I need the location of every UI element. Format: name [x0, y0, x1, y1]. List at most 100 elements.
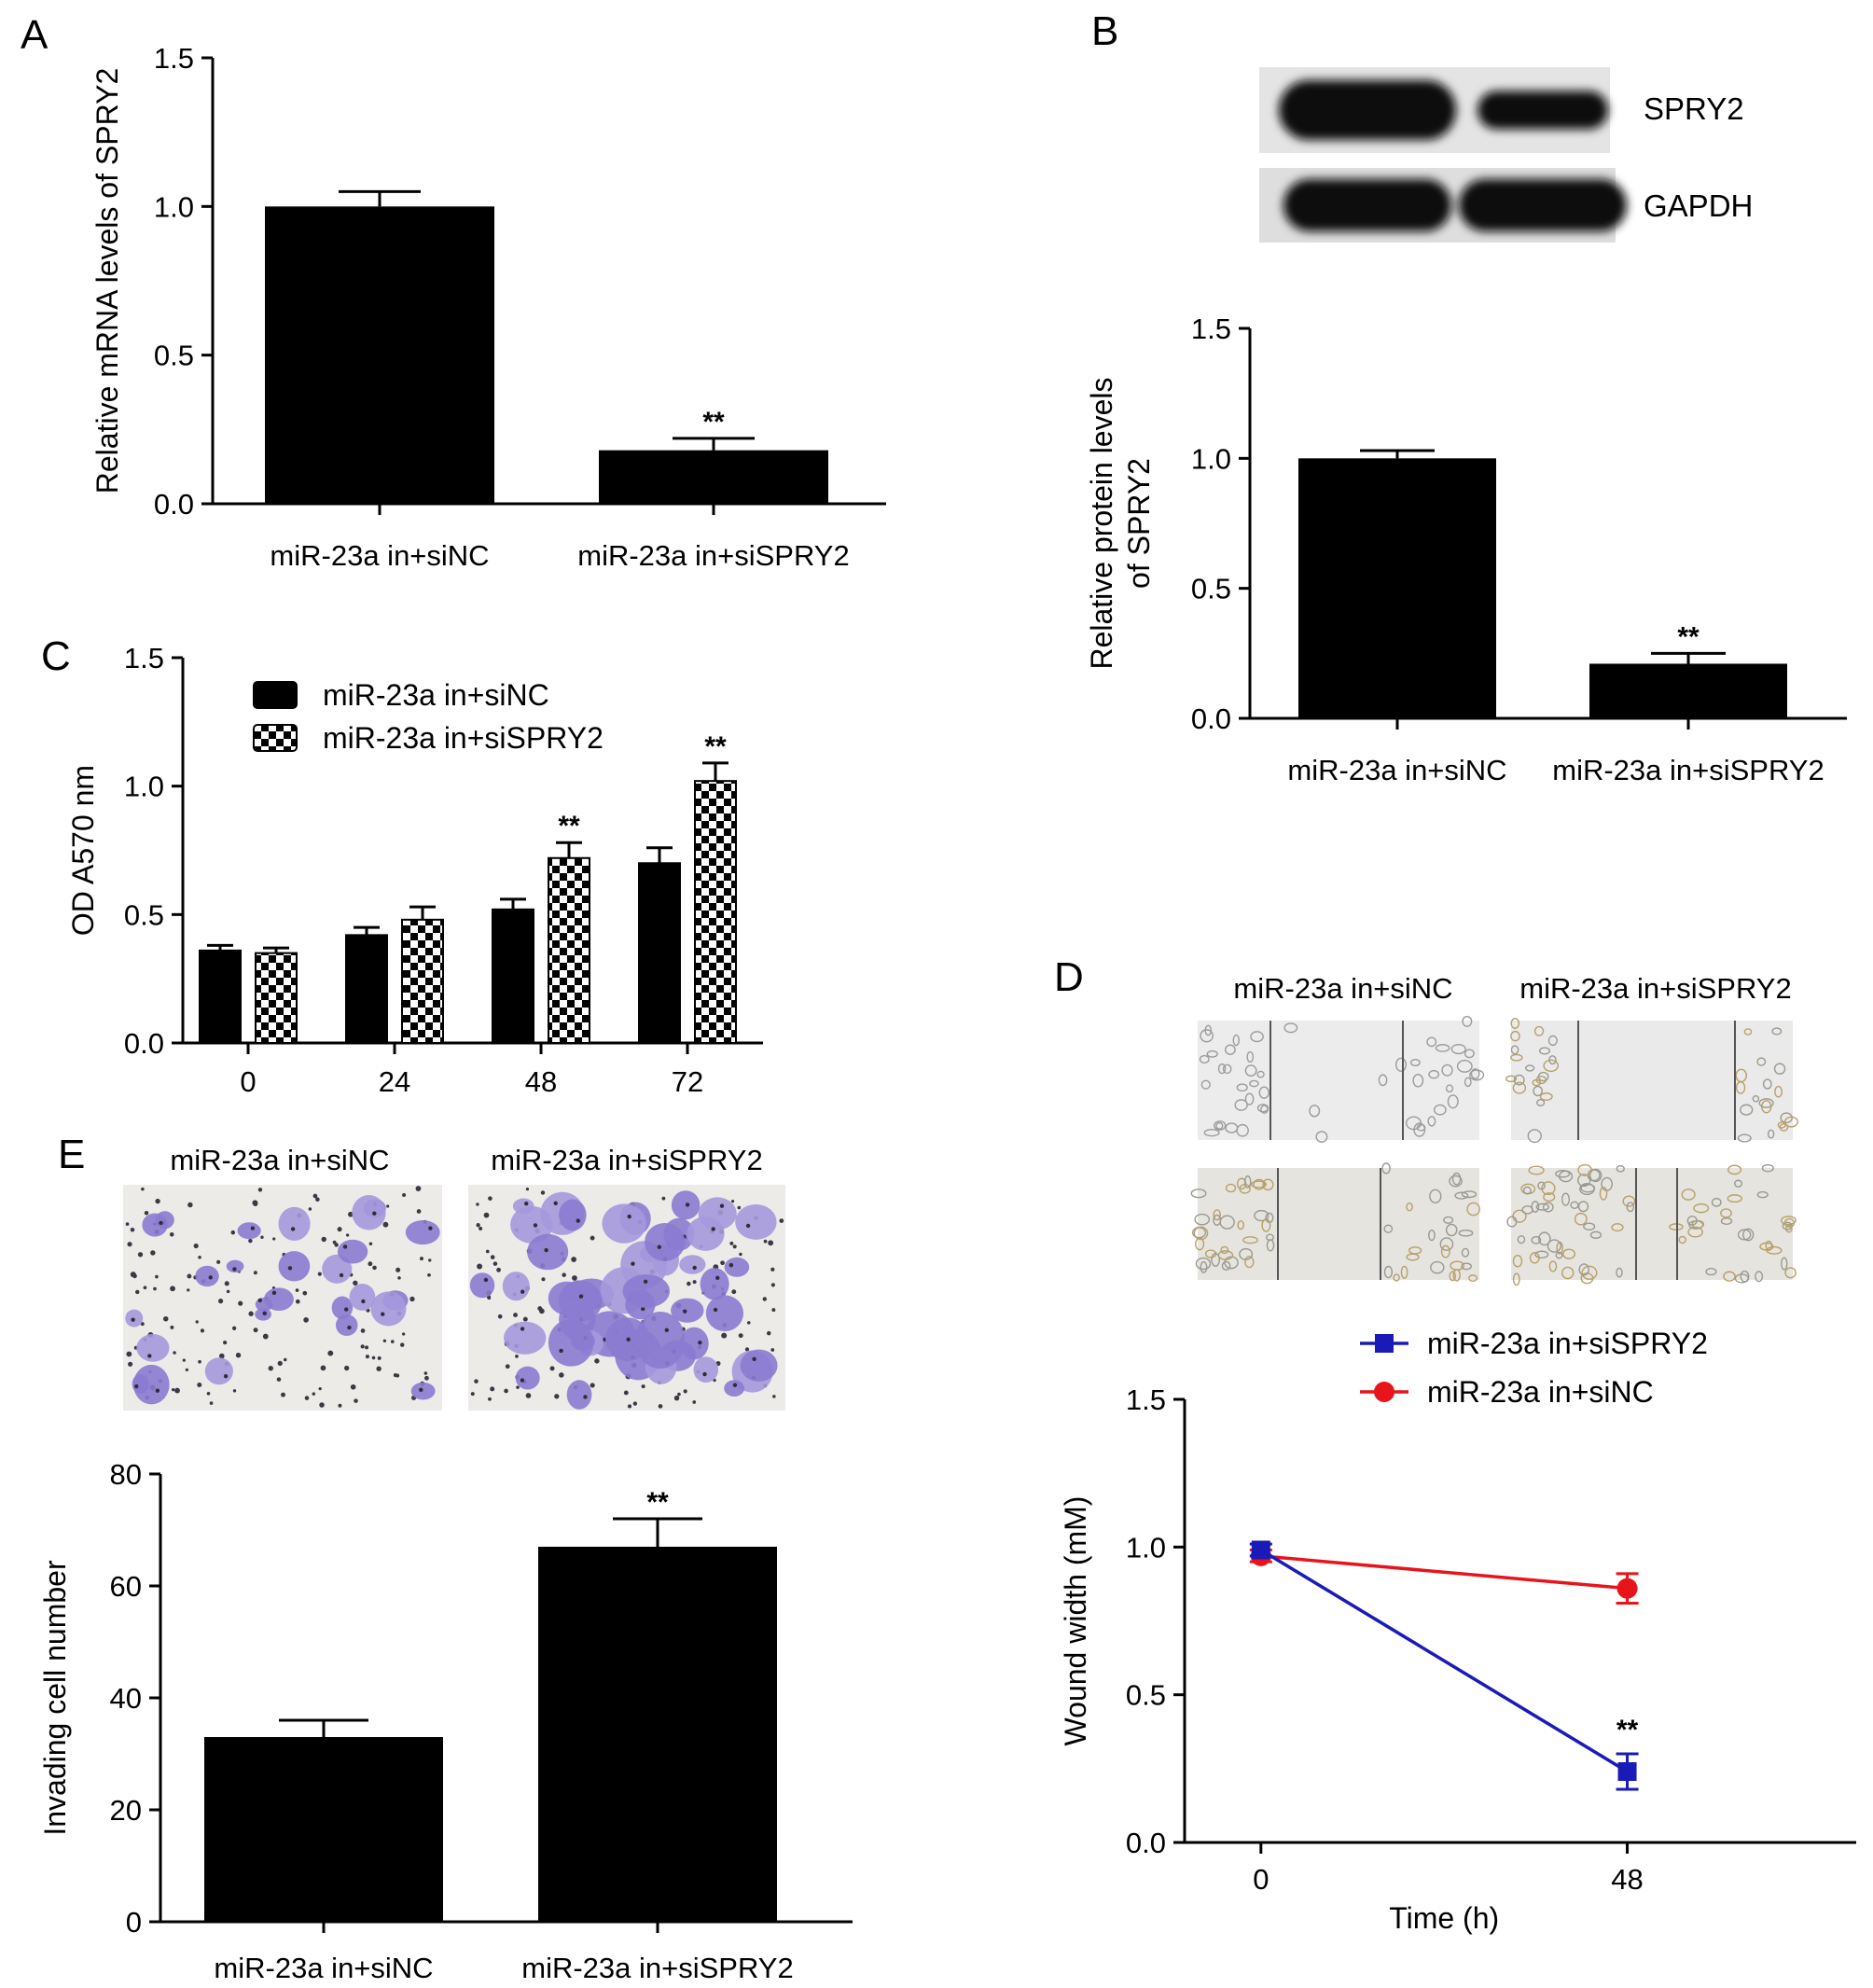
cell-texture	[1266, 1239, 1275, 1252]
pore-dot	[572, 1275, 577, 1281]
wound-healing-images	[1190, 1015, 1798, 1286]
y-tick-label: 40	[110, 1682, 142, 1715]
cell-texture	[1522, 1186, 1532, 1195]
cell-texture	[1686, 1216, 1698, 1226]
pore-dot	[302, 1290, 308, 1296]
pore-dot	[738, 1333, 743, 1339]
stained-cell	[622, 1273, 671, 1308]
cell-texture	[1383, 1224, 1394, 1233]
cell-texture	[1525, 1064, 1535, 1072]
cell-texture	[1237, 1220, 1244, 1230]
cell-nucleus	[711, 1227, 715, 1231]
cell-nucleus	[544, 1247, 548, 1253]
pore-dot	[490, 1255, 495, 1259]
pore-dot	[143, 1286, 147, 1290]
bar	[1298, 458, 1496, 718]
cell-texture	[1258, 1086, 1269, 1099]
pore-dot	[231, 1326, 237, 1330]
stained-cell	[687, 1216, 725, 1251]
pore-dot	[155, 1274, 159, 1279]
pore-dot	[312, 1193, 318, 1199]
pore-dot	[590, 1383, 595, 1388]
y-axis-label: Relative mRNA levels of SPRY2	[90, 68, 124, 494]
pore-dot	[281, 1392, 285, 1397]
cell-texture	[1752, 1094, 1760, 1103]
cell-texture	[1534, 1250, 1549, 1259]
legend-swatch	[253, 724, 298, 752]
pore-dot	[144, 1210, 149, 1216]
cell-texture	[1589, 1230, 1602, 1239]
x-tick-label: 0	[1253, 1863, 1269, 1896]
cell-texture	[1225, 1183, 1237, 1193]
cell-texture	[1381, 1162, 1391, 1175]
cell-texture	[1394, 1057, 1408, 1072]
pore-dot	[692, 1400, 697, 1404]
cell-nucleus	[752, 1356, 756, 1362]
bar	[548, 856, 590, 1045]
cell-texture	[1239, 1247, 1254, 1260]
cell-texture	[1784, 1267, 1797, 1279]
pore-dot	[641, 1384, 645, 1389]
cell-texture	[1261, 1218, 1271, 1232]
cell-texture	[1236, 1083, 1248, 1092]
cell-nucleus	[372, 1211, 377, 1216]
bar	[401, 918, 444, 1045]
pore-dot	[308, 1207, 312, 1211]
pore-dot	[402, 1332, 406, 1336]
pore-dot	[692, 1280, 697, 1285]
cell-nucleus	[520, 1327, 525, 1331]
cell-texture	[1561, 1192, 1570, 1206]
cell-texture	[1727, 1164, 1742, 1175]
cell-texture	[1464, 1077, 1472, 1088]
cell-texture	[1761, 1163, 1774, 1173]
stained-cell	[337, 1239, 368, 1264]
panel-letter-e: E	[58, 1132, 85, 1177]
cell-texture	[1783, 1116, 1798, 1128]
cell-texture	[1430, 1260, 1445, 1274]
cell-texture	[1433, 1104, 1447, 1116]
series-line	[1259, 1549, 1629, 1773]
pore-dot	[559, 1372, 564, 1378]
cell-nucleus	[257, 1298, 262, 1303]
pore-dot	[230, 1230, 236, 1235]
cell-nucleus	[657, 1244, 662, 1249]
y-tick-label: 0.5	[1191, 573, 1231, 605]
pore-dot	[490, 1386, 495, 1392]
pore-dot	[223, 1341, 228, 1345]
pore-dot	[590, 1235, 595, 1241]
pore-dot	[382, 1221, 389, 1228]
cell-texture	[1505, 1075, 1518, 1083]
cell-texture	[1581, 1265, 1598, 1280]
cell-texture	[1435, 1044, 1450, 1052]
cell-texture	[1244, 1064, 1257, 1077]
pore-dot	[729, 1241, 734, 1245]
cell-nucleus	[533, 1223, 538, 1228]
cell-texture	[1193, 1226, 1209, 1241]
data-point	[1616, 1578, 1638, 1599]
cell-texture	[1200, 1079, 1211, 1090]
stained-cell	[515, 1366, 540, 1390]
cell-texture	[1309, 1105, 1321, 1118]
cell-texture	[1616, 1267, 1623, 1278]
pore-dot	[276, 1377, 282, 1382]
stained-cell	[645, 1222, 686, 1261]
stained-cell	[693, 1356, 719, 1383]
cell-texture	[1533, 1025, 1545, 1036]
cell-texture	[1559, 1170, 1574, 1183]
bar	[345, 934, 388, 1044]
stained-cell	[322, 1254, 353, 1284]
cell-texture	[1439, 1237, 1454, 1251]
cell-texture	[1528, 1165, 1545, 1175]
cell-texture	[1537, 1071, 1549, 1082]
cell-texture	[1538, 1231, 1551, 1246]
cell-texture	[1512, 1272, 1520, 1286]
pore-dot	[304, 1396, 310, 1400]
cell-texture	[1727, 1194, 1743, 1203]
y-tick-label: 80	[110, 1458, 142, 1491]
cell-texture	[1711, 1197, 1722, 1207]
cell-texture	[1378, 1074, 1388, 1087]
cell-texture	[1735, 1080, 1746, 1094]
cell-nucleus	[578, 1294, 584, 1299]
cell-nucleus	[290, 1227, 296, 1231]
pore-dot	[399, 1342, 405, 1347]
